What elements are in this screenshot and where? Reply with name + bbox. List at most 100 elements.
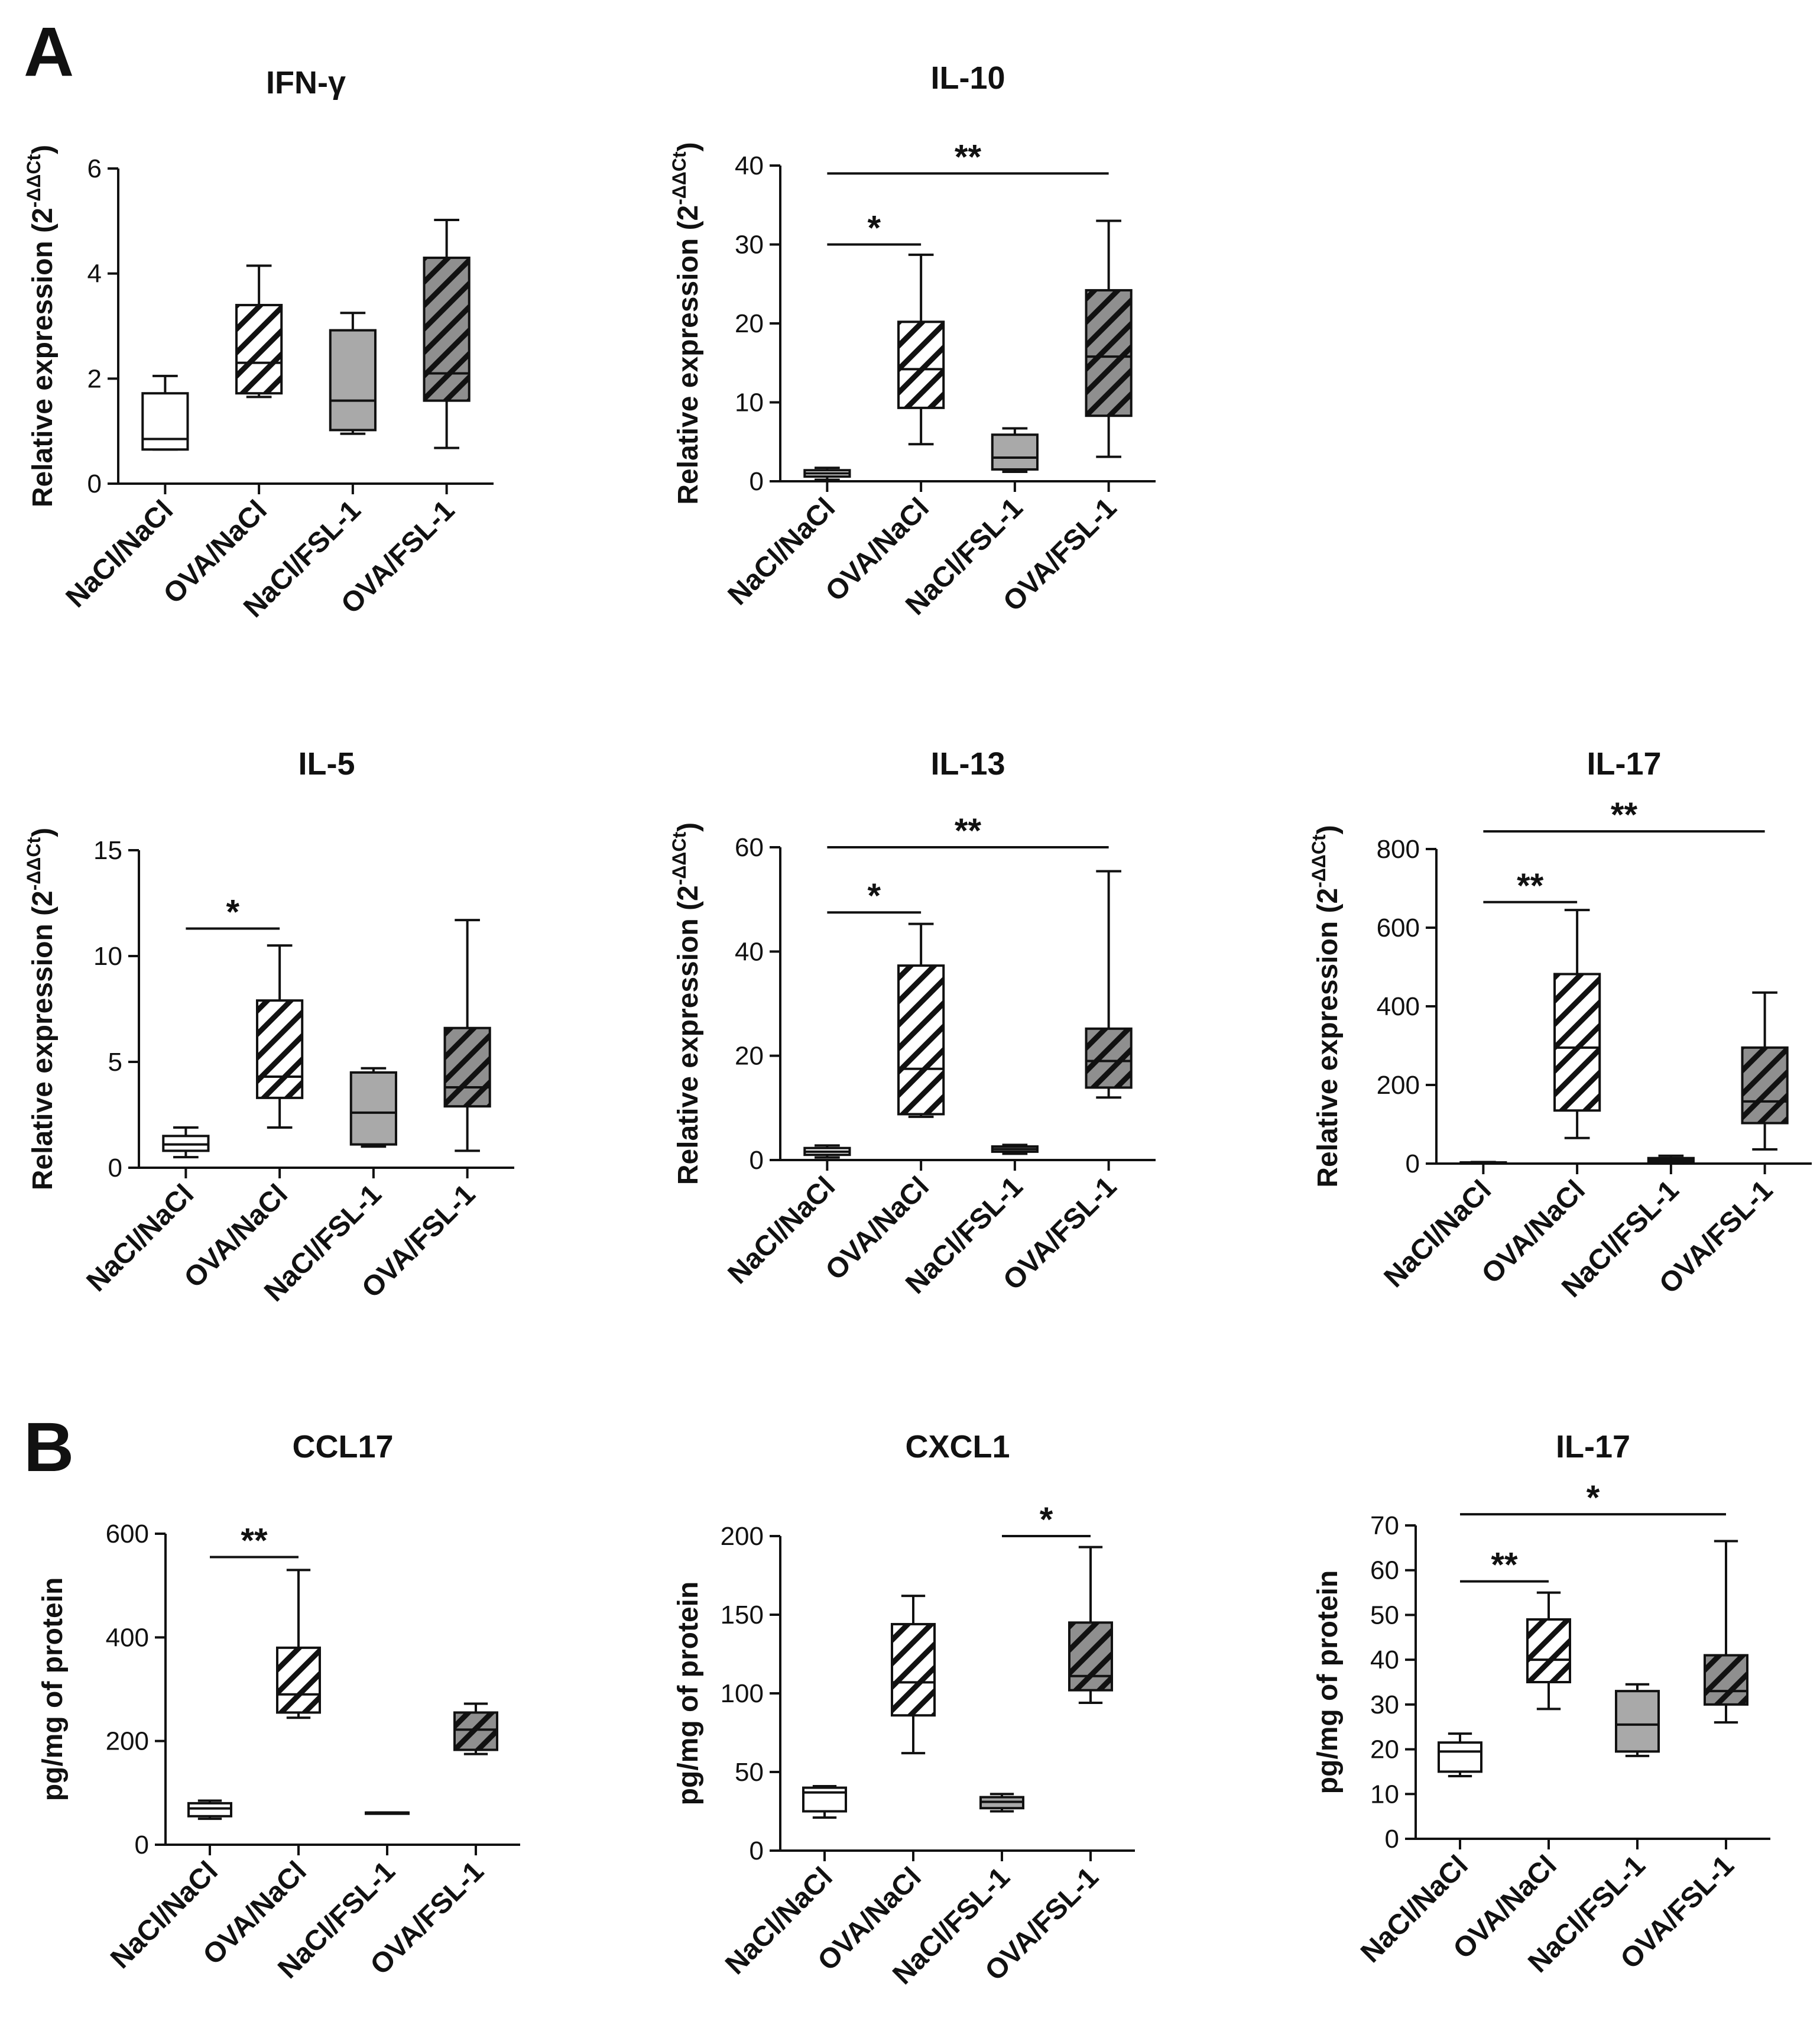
y-tick-label: 2: [87, 364, 102, 393]
y-tick-label: 200: [106, 1727, 149, 1756]
chart-title: IL-17: [1556, 1429, 1630, 1465]
y-tick-label: 30: [1370, 1690, 1399, 1719]
chart-title: IFN-γ: [266, 65, 346, 101]
y-tick-label: 40: [735, 151, 764, 180]
box-ova-fsl-1: [1085, 219, 1133, 458]
box-nacl-nacl: [141, 374, 189, 451]
box-nacl-nacl: [162, 1126, 210, 1159]
y-tick-label: 0: [135, 1831, 149, 1859]
iqr-box: [1526, 1618, 1571, 1683]
y-tick-label: 20: [735, 309, 764, 338]
iqr-box: [329, 329, 377, 432]
category-label: NaCl/NaCl: [60, 494, 180, 614]
iqr-box: [1438, 1741, 1482, 1773]
box-nacl-fsl-1: [1615, 1683, 1660, 1757]
y-tick-label: 800: [1377, 835, 1420, 864]
box-ova-fsl-1: [1068, 1546, 1113, 1704]
iqr-box: [349, 1071, 397, 1146]
iqr-box: [423, 257, 471, 402]
box-ova-nacl: [897, 253, 945, 446]
y-tick-label: 40: [735, 937, 764, 966]
iqr-box: [1741, 1046, 1789, 1125]
chart-title: IL-13: [930, 746, 1005, 782]
box-ova-fsl-1: [443, 919, 491, 1152]
box-ova-fsl-1: [423, 219, 471, 449]
significance-label: **: [1517, 867, 1544, 905]
iqr-box: [187, 1802, 232, 1818]
category-label: NaCl/NaCl: [722, 492, 842, 611]
panel-label-b: B: [24, 1408, 74, 1486]
iqr-box: [1085, 1027, 1133, 1089]
chart-title: IL-10: [930, 60, 1005, 96]
box-nacl-fsl-1: [349, 1067, 397, 1148]
box-ova-nacl: [1553, 909, 1601, 1139]
y-tick-label: 100: [721, 1679, 764, 1708]
significance-label: *: [867, 209, 881, 248]
chart-il10: IL-10 Relative expression (2-ΔΔCt) 0 10 20 30…: [669, 60, 1156, 621]
category-label: NaCl/NaCl: [81, 1178, 200, 1298]
y-tick-label: 400: [1377, 992, 1420, 1021]
box-ova-nacl: [256, 944, 304, 1129]
iqr-box: [897, 320, 945, 409]
box-nacl-fsl-1: [1647, 1154, 1695, 1164]
y-axis-label: Relative expression (2-ΔΔCt): [23, 145, 59, 507]
box-ova-fsl-1: [1741, 991, 1789, 1151]
significance-label: *: [867, 877, 881, 915]
iqr-box: [891, 1622, 936, 1717]
y-tick-label: 0: [750, 467, 764, 496]
chart-il5: IL-5 Relative expression (2-ΔΔCt) 0 5 10 15 Na…: [23, 746, 514, 1308]
panel-label-a: A: [24, 13, 74, 91]
iqr-box: [141, 392, 189, 451]
iqr-box: [1704, 1654, 1748, 1706]
y-tick-label: 0: [1385, 1825, 1399, 1854]
box-ova-fsl-1: [1704, 1540, 1748, 1724]
y-tick-label: 6: [87, 154, 102, 183]
y-tick-label: 4: [87, 260, 102, 289]
y-tick-label: 0: [1406, 1149, 1420, 1178]
iqr-box: [897, 964, 945, 1116]
chart-title: IL-5: [298, 746, 355, 782]
box-ova-nacl: [897, 922, 945, 1118]
iqr-box: [1553, 973, 1601, 1112]
box-ova-nacl: [891, 1595, 936, 1755]
y-tick-label: 150: [721, 1601, 764, 1629]
significance-label: **: [1491, 1546, 1518, 1585]
y-axis-label: pg/mg of protein: [1312, 1570, 1344, 1794]
iqr-box: [1068, 1621, 1113, 1692]
y-tick-label: 0: [108, 1154, 122, 1183]
chart-title: CXCL1: [905, 1429, 1010, 1465]
y-tick-label: 20: [735, 1042, 764, 1071]
box-nacl-fsl-1: [365, 1811, 410, 1815]
significance-label: **: [241, 1521, 268, 1560]
box-nacl-nacl: [1459, 1161, 1507, 1165]
y-tick-label: 0: [750, 1146, 764, 1175]
significance-label: **: [1611, 796, 1638, 834]
box-nacl-nacl: [187, 1799, 232, 1820]
significance-label: **: [955, 138, 982, 176]
chart-il17a: IL-17 Relative expression (2-ΔΔCt) 0 200 400…: [1308, 746, 1812, 1304]
y-axis-label: Relative expression (2-ΔΔCt): [669, 822, 704, 1185]
y-tick-label: 0: [750, 1836, 764, 1865]
category-label: NaCl/NaCl: [722, 1171, 842, 1290]
y-axis-label: pg/mg of protein: [673, 1582, 704, 1806]
y-tick-label: 15: [93, 836, 122, 865]
chart-ifng: IFN-γ Relative expression (2-ΔΔCt) 0 2 4 6 NaC…: [23, 65, 494, 624]
y-tick-label: 70: [1370, 1511, 1399, 1540]
y-axis-label: Relative expression (2-ΔΔCt): [669, 142, 704, 504]
charts: IFN-γ Relative expression (2-ΔΔCt) 0 2 4 6 NaC…: [23, 60, 1812, 1991]
y-tick-label: 20: [1370, 1735, 1399, 1764]
box-nacl-fsl-1: [979, 1793, 1024, 1813]
y-tick-label: 400: [106, 1623, 149, 1652]
iqr-box: [276, 1646, 321, 1714]
y-tick-label: 10: [93, 942, 122, 971]
box-nacl-nacl: [803, 466, 851, 481]
box-nacl-nacl: [803, 1144, 851, 1159]
y-axis-label: pg/mg of protein: [37, 1577, 69, 1802]
y-tick-label: 200: [1377, 1071, 1420, 1100]
y-tick-label: 40: [1370, 1645, 1399, 1674]
significance-label: *: [226, 893, 239, 931]
y-tick-label: 30: [735, 231, 764, 260]
